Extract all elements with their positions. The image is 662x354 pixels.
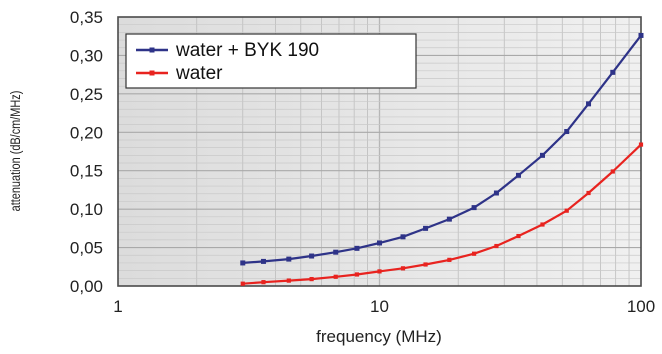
- series-1-marker: [610, 69, 616, 75]
- legend-label: water + BYK 190: [175, 40, 319, 61]
- series-1-marker: [240, 260, 246, 266]
- y-tick-label: 0,20: [70, 123, 103, 142]
- series-1-marker: [515, 172, 521, 178]
- series-1-marker: [586, 101, 592, 107]
- x-axis-label: frequency (MHz): [316, 327, 442, 346]
- series-1-marker: [333, 249, 339, 255]
- series-2-marker: [377, 269, 382, 274]
- series-2-marker: [638, 142, 644, 147]
- series-2-marker: [540, 222, 545, 227]
- series-1-marker: [286, 256, 292, 262]
- y-tick-label: 0,35: [70, 8, 103, 27]
- series-1-marker: [493, 190, 499, 196]
- y-tick-label: 0,00: [70, 277, 103, 296]
- series-1-marker: [423, 225, 429, 231]
- series-2-marker: [586, 190, 591, 196]
- legend-swatch-marker: [149, 47, 155, 53]
- series-2-marker: [309, 276, 314, 282]
- series-line-2: [242, 143, 642, 285]
- plot-frame: [117, 16, 642, 287]
- y-axis-ticks: 0,00 0,05 0,10 0,15 0,20 0,25 0,30 0,35: [70, 8, 103, 296]
- x-tick-label: 1: [113, 297, 122, 316]
- series-1-marker: [400, 234, 406, 240]
- legend-label: water: [175, 63, 223, 84]
- y-tick-label: 0,30: [70, 46, 103, 65]
- series-2-marker: [610, 169, 615, 174]
- series-1-marker: [354, 245, 360, 251]
- series-1-marker: [638, 32, 644, 38]
- series-2-marker: [333, 274, 338, 279]
- series-2-marker: [494, 243, 499, 249]
- y-tick-label: 0,15: [70, 162, 103, 181]
- series-1-marker: [471, 205, 477, 211]
- series-2-marker: [240, 281, 245, 286]
- legend-box: [125, 33, 417, 89]
- series-2-marker: [286, 278, 291, 283]
- series-2-marker: [354, 272, 360, 277]
- y-tick-label: 0,05: [70, 239, 103, 258]
- series-layer: [240, 32, 644, 286]
- series-2-marker: [423, 262, 428, 267]
- x-axis-ticks: 1 10 100: [113, 297, 655, 316]
- series-line-1: [242, 34, 642, 264]
- series-2-marker: [516, 233, 521, 239]
- series-2-marker: [471, 251, 477, 256]
- series-1-marker: [539, 152, 545, 158]
- series-1-marker: [377, 240, 382, 246]
- series-2-marker: [447, 257, 452, 262]
- y-axis-label: attenuation (dB/cm/MHz): [8, 91, 24, 212]
- y-tick-label: 0,25: [70, 85, 103, 104]
- series-1-marker: [260, 258, 266, 264]
- series-2-marker: [261, 280, 266, 285]
- y-tick-label: 0,10: [70, 200, 103, 219]
- legend-swatch-marker: [149, 70, 155, 76]
- series-1-marker: [309, 253, 315, 259]
- series-1-marker: [564, 129, 570, 135]
- series-2-marker: [400, 266, 406, 271]
- x-tick-label: 100: [627, 297, 655, 316]
- series-2-marker: [564, 208, 569, 213]
- series-1-marker: [446, 216, 452, 222]
- x-tick-label: 10: [370, 297, 389, 316]
